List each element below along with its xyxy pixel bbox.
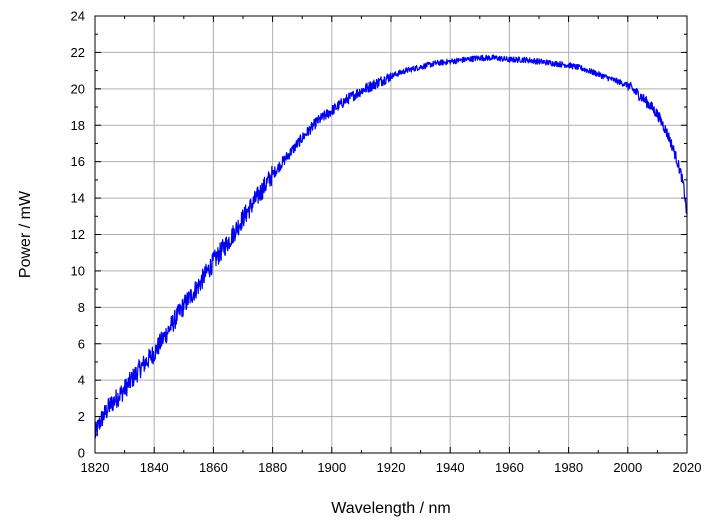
x-tick-label: 1820: [81, 460, 110, 475]
x-tick-label: 2020: [673, 460, 702, 475]
x-tick-label: 1920: [377, 460, 406, 475]
y-tick-label: 12: [71, 227, 85, 242]
y-tick-label: 8: [78, 300, 85, 315]
y-axis-title: Power / mW: [17, 190, 34, 278]
grid-lines: [95, 16, 687, 453]
x-tick-label: 1980: [554, 460, 583, 475]
x-tick-labels: 1820 1840 1860 1880 1900 1920 1940 1960 1980 2000…: [81, 460, 702, 475]
y-tick-label: 16: [71, 154, 85, 169]
series-line: [94, 54, 688, 439]
y-tick-label: 14: [71, 191, 85, 206]
x-tick-label: 1900: [317, 460, 346, 475]
x-tick-label: 1940: [436, 460, 465, 475]
y-tick-label: 22: [71, 45, 85, 60]
y-tick-label: 20: [71, 81, 85, 96]
y-tick-label: 2: [78, 409, 85, 424]
y-tick-label: 10: [71, 263, 85, 278]
x-tick-label: 1960: [495, 460, 524, 475]
y-tick-label: 24: [71, 9, 85, 24]
y-tick-label: 0: [78, 446, 85, 461]
x-tick-label: 1880: [258, 460, 287, 475]
axis-ticks: [94, 15, 688, 454]
x-tick-label: 1840: [140, 460, 169, 475]
x-tick-label: 2000: [613, 460, 642, 475]
x-tick-label: 1860: [199, 460, 228, 475]
x-axis-title: Wavelength / nm: [331, 500, 450, 517]
y-tick-label: 4: [78, 373, 85, 388]
y-tick-label: 6: [78, 336, 85, 351]
y-tick-label: 18: [71, 118, 85, 133]
